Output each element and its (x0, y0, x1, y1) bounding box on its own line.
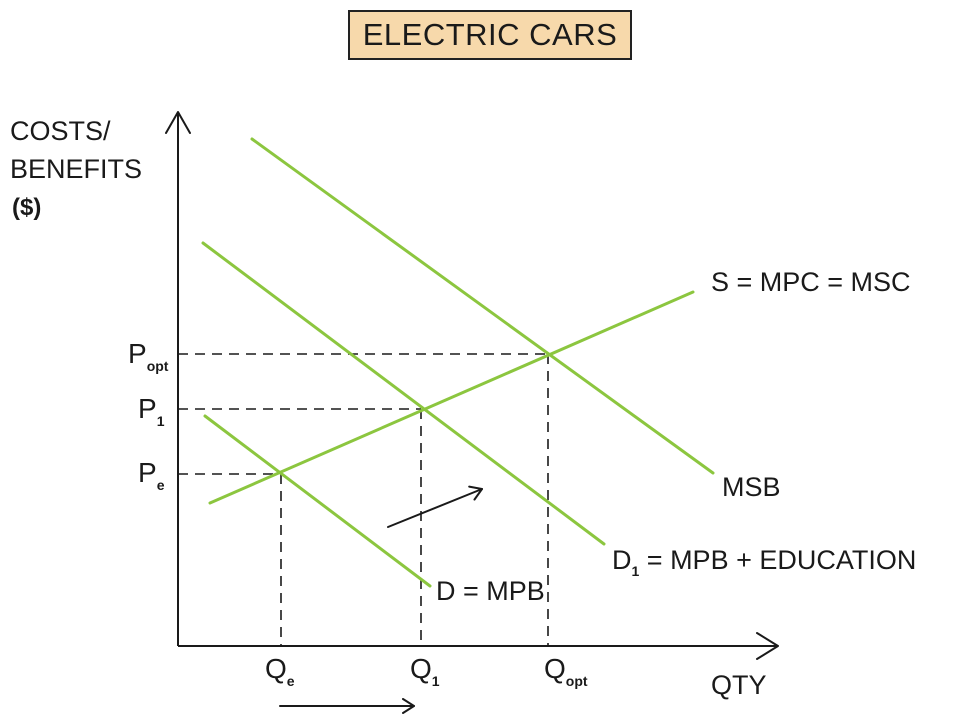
x-axis-label: QTY (711, 670, 767, 700)
supply-curve-label: S = MPC = MSC (711, 267, 911, 297)
y-axis-label-line3: ($) (12, 194, 41, 221)
quantity-label-qopt: Qopt (544, 653, 588, 689)
price-label-pe: Pe (138, 457, 165, 493)
msb-curve (250, 137, 715, 475)
demand-shift-arrow (387, 485, 483, 528)
supply-curve (208, 290, 695, 505)
d1-curve (201, 241, 606, 546)
diagram-title: ELECTRIC CARS (348, 10, 632, 60)
quantity-label-qe: Qe (265, 653, 295, 689)
y-axis-arrowhead (165, 111, 191, 134)
d-mpb-curve-label: D = MPB (436, 576, 545, 606)
d-mpb-curve (203, 414, 432, 588)
x-axis-arrowhead (756, 632, 779, 660)
y-axis-label-line2: BENEFITS (10, 154, 142, 184)
d1-curve-label: D1 = MPB + EDUCATION (612, 545, 916, 579)
quantity-label-q1: Q1 (410, 653, 440, 689)
msb-curve-label: MSB (722, 472, 781, 502)
y-axis-label-line1: COSTS/ (10, 116, 111, 146)
price-label-p1: P1 (138, 393, 165, 429)
price-label-popt: Popt (128, 338, 169, 374)
